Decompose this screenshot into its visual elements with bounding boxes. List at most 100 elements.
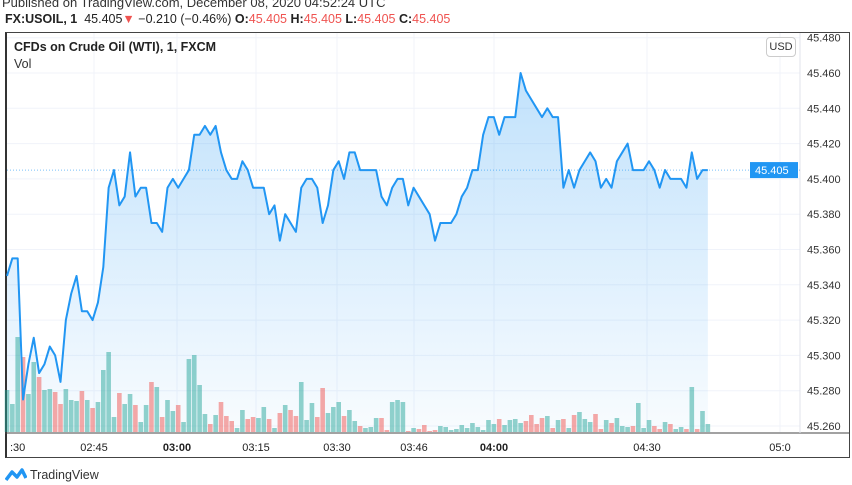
volume-bar (577, 412, 582, 432)
volume-bar (261, 407, 267, 432)
volume-bar (58, 404, 63, 432)
volume-bar (646, 420, 652, 432)
currency-button[interactable]: USD (766, 37, 796, 57)
volume-bar (250, 417, 256, 432)
close-value: 45.405 (412, 12, 451, 26)
volume-bar (36, 377, 42, 432)
volume-bar (234, 428, 240, 432)
symbol-name: FX:USOIL, 1 (5, 12, 78, 26)
volume-bar (197, 385, 202, 432)
volume-bar (614, 418, 620, 432)
volume-bar (641, 428, 646, 432)
volume-bar (191, 355, 197, 432)
volume-bar (74, 401, 79, 432)
volume-bar (4, 390, 10, 432)
volume-bar (165, 400, 170, 432)
volume-bar (309, 403, 315, 432)
volume-bar (63, 389, 69, 432)
volume-bar (657, 429, 662, 432)
volume-bar (438, 426, 443, 432)
chart-frame (5, 32, 850, 458)
current-price-tag (750, 162, 798, 179)
volume-bar (133, 405, 138, 432)
y-tick-label: 45.400 (807, 174, 841, 186)
volume-bar (427, 431, 432, 432)
tradingview-logo[interactable]: TradingView (5, 468, 99, 482)
y-tick-label: 45.300 (807, 350, 841, 362)
volume-bar (411, 428, 416, 432)
volume-bar (272, 428, 277, 432)
volume-bar (68, 400, 74, 432)
volume-bar (90, 408, 95, 432)
volume-bar (443, 427, 448, 432)
volume-bar (684, 429, 689, 432)
volume-bar (47, 389, 53, 432)
volume-bar (154, 387, 160, 432)
volume-bar (373, 418, 379, 432)
volume-bar (111, 417, 117, 432)
volume-bar (245, 419, 251, 432)
volume-bar (341, 416, 347, 432)
volume-bar (571, 415, 577, 432)
volume-bar (101, 370, 106, 432)
volume-bar (609, 423, 614, 432)
volume-bar (550, 428, 555, 432)
volume-bar (15, 337, 20, 432)
volume-bar (26, 394, 31, 432)
price-line (6, 72, 708, 401)
symbol-bar: FX:USOIL, 1 45.405▼ −0.210 (−0.46%) O:45… (5, 12, 450, 26)
volume-bar (507, 420, 513, 432)
low-value: 45.405 (357, 12, 396, 26)
volume-bar (117, 393, 122, 432)
volume-bar (587, 422, 593, 432)
volume-bar (31, 362, 37, 432)
volume-bar (288, 410, 293, 432)
last-price: 45.405 (84, 12, 123, 26)
volume-label: Vol (14, 57, 32, 71)
volume-bar (502, 425, 507, 432)
brand-name: TradingView (30, 468, 99, 482)
published-caption: Published on TradingView.com, December 0… (2, 0, 386, 10)
volume-bar (352, 421, 358, 432)
volume-bar (491, 424, 497, 432)
volume-bar (298, 382, 304, 432)
volume-bar (700, 411, 705, 432)
tradingview-logo-icon (5, 468, 27, 482)
x-tick-label: 04:30 (633, 442, 661, 454)
volume-bar (545, 416, 550, 432)
volume-bar (678, 427, 684, 432)
volume-bar (213, 415, 218, 432)
y-tick-label: 45.280 (807, 386, 841, 398)
volume-bar (539, 418, 545, 432)
volume-bar (315, 417, 320, 432)
x-tick-label: 02:45 (80, 442, 108, 454)
y-tick-label: 45.460 (807, 68, 841, 80)
volume-bar (379, 418, 384, 432)
volume-bar (432, 430, 438, 432)
volume-bar (79, 391, 85, 432)
volume-bar (534, 424, 539, 432)
volume-bar (636, 403, 641, 432)
volume-bar (694, 429, 700, 432)
y-tick-label: 45.420 (807, 139, 841, 151)
volume-bar (454, 429, 459, 432)
volume-bar (523, 421, 529, 432)
volume-bar (181, 422, 186, 432)
volume-bar (159, 417, 165, 432)
volume-bar (668, 424, 673, 432)
volume-bar (422, 425, 427, 432)
volume-bar (512, 419, 518, 432)
volume-bar (224, 416, 229, 432)
open-label: O: (234, 12, 249, 26)
volume-bar (619, 426, 625, 432)
close-label: C: (398, 12, 413, 26)
volume-bar (464, 428, 470, 432)
volume-bar (320, 388, 325, 432)
volume-bar (652, 426, 657, 432)
y-tick-label: 45.440 (807, 103, 841, 115)
volume-bar (529, 415, 534, 432)
volume-bar (448, 430, 454, 432)
x-tick-label: 03:00 (163, 442, 191, 454)
volume-bar (673, 429, 679, 432)
